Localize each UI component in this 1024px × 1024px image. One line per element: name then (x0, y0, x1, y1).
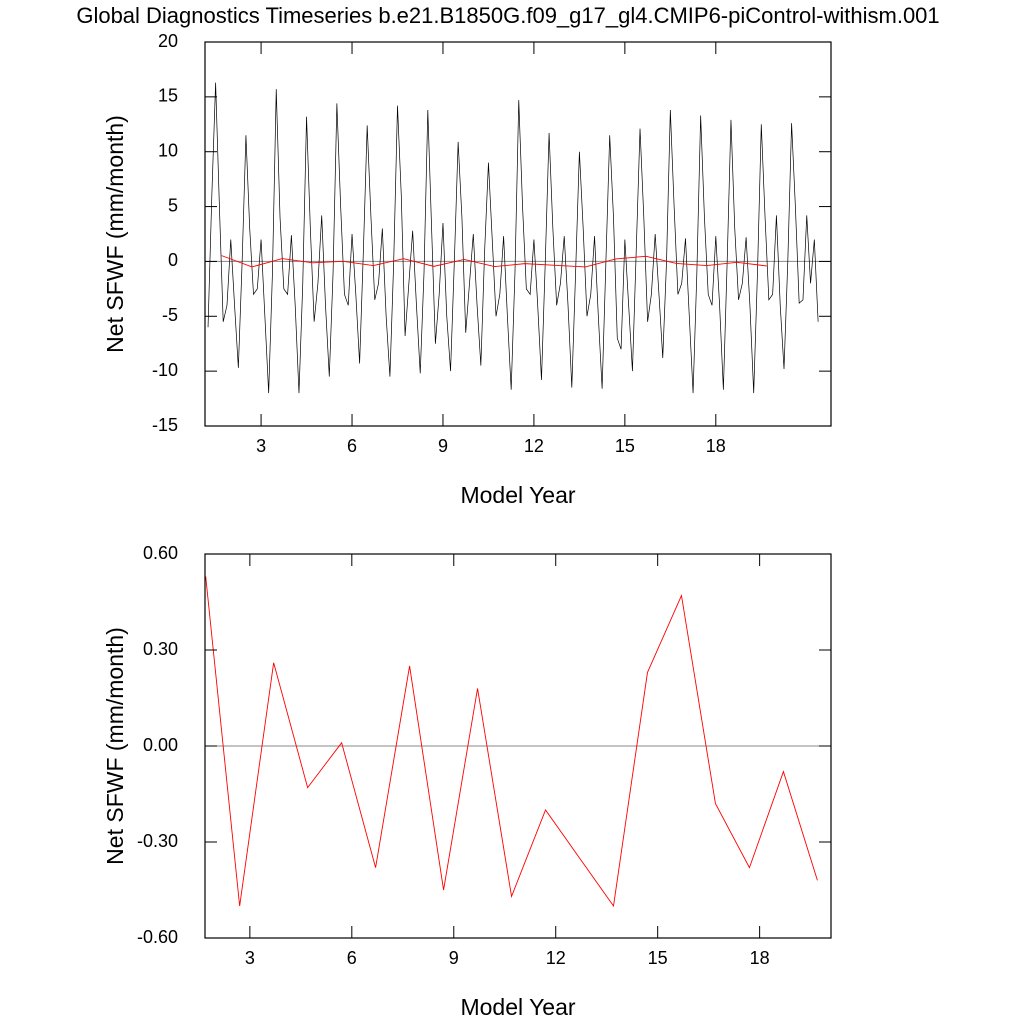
x-tick-label: 9 (449, 948, 459, 968)
y-tick-label: 0.00 (143, 735, 178, 755)
y-axis-label: Net SFWF (mm/month) (102, 627, 128, 865)
x-tick-label: 6 (347, 436, 357, 456)
x-tick-label: 6 (347, 948, 357, 968)
y-tick-label: 0.60 (143, 543, 178, 563)
x-tick-label: 15 (615, 436, 635, 456)
y-tick-label: 15 (158, 86, 178, 106)
x-tick-label: 15 (648, 948, 668, 968)
y-tick-label: -5 (162, 305, 178, 325)
y-tick-label: -0.30 (137, 831, 178, 851)
y-tick-label: 0.30 (143, 639, 178, 659)
x-tick-label: 3 (245, 948, 255, 968)
y-tick-label: 0 (168, 250, 178, 270)
plot-frame (204, 41, 832, 427)
y-tick-label: 10 (158, 140, 178, 160)
y-tick-label: 5 (168, 195, 178, 215)
data-line (207, 82, 819, 394)
data-line (221, 255, 768, 268)
chart-title: Global Diagnostics Timeseries b.e21.B185… (76, 3, 939, 28)
x-tick-label: 18 (750, 948, 770, 968)
x-tick-label: 3 (256, 436, 266, 456)
x-tick-label: 9 (438, 436, 448, 456)
x-tick-label: 18 (706, 436, 726, 456)
x-axis-label: Model Year (460, 994, 575, 1020)
x-axis-label: Model Year (460, 482, 575, 508)
x-tick-label: 12 (546, 948, 566, 968)
y-tick-label: -0.60 (137, 927, 178, 947)
y-tick-label: -10 (152, 360, 178, 380)
data-line (205, 576, 818, 908)
x-tick-label: 12 (524, 436, 544, 456)
y-tick-label: -15 (152, 415, 178, 435)
y-axis-label: Net SFWF (mm/month) (102, 115, 128, 353)
y-tick-label: 20 (158, 31, 178, 51)
